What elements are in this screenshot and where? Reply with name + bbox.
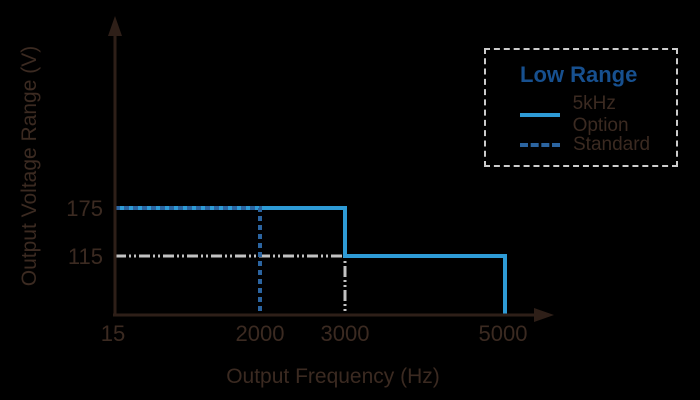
- y-tick-175: 175: [66, 196, 103, 221]
- reference-line-0: [115, 254, 347, 315]
- x-tick-3000: 3000: [321, 321, 370, 346]
- x-axis-arrow-icon: [534, 308, 554, 322]
- series-layer: [115, 206, 507, 315]
- legend-item-standard: Standard: [520, 130, 676, 160]
- y-tick-115: 115: [68, 244, 103, 269]
- dashed-line-swatch-icon: [520, 143, 560, 147]
- legend-box: Low Range 5kHz Option Standard: [484, 48, 678, 167]
- solid-line-swatch-icon: [520, 113, 560, 117]
- series-line-5khz-option: [115, 206, 507, 315]
- y-axis-title: Output Voltage Range (V): [18, 46, 41, 287]
- x-tick-5000: 5000: [479, 321, 528, 346]
- y-axis-arrow-icon: [108, 16, 122, 36]
- legend-title: Low Range: [520, 62, 638, 87]
- legend-item-label: 5kHz Option: [572, 93, 629, 136]
- series-line-standard: [115, 206, 262, 315]
- x-tick-15: 15: [101, 321, 125, 346]
- x-axis-title: Output Frequency (Hz): [226, 365, 440, 388]
- legend-item-label: Standard: [573, 134, 651, 155]
- legend-item-5khz-option: 5kHz Option: [520, 93, 676, 136]
- x-tick-2000: 2000: [236, 321, 285, 346]
